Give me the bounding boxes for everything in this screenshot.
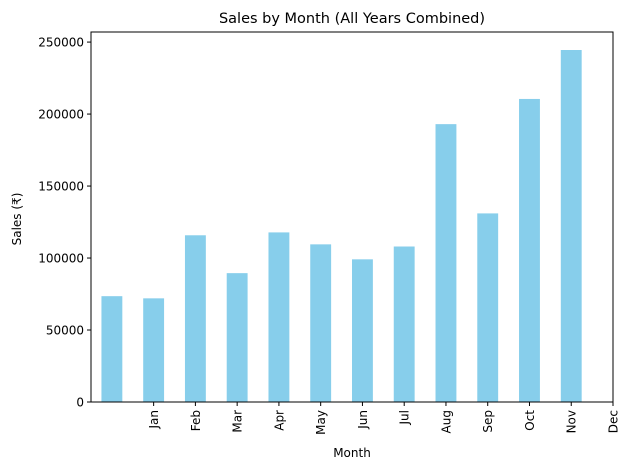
x-tick-label: Sep: [481, 410, 495, 433]
y-tick-label: 150000: [38, 180, 84, 194]
x-tick-label: May: [314, 410, 328, 435]
y-axis-label: Sales (₹): [10, 193, 24, 246]
y-tick-label: 100000: [38, 252, 84, 266]
bar-0: [101, 296, 123, 402]
x-ticks-group: Jan Feb Mar Apr May Jun Jul Aug Sep Oct Nov Dec: [147, 402, 621, 435]
y-tick-label: 250000: [38, 36, 84, 50]
x-tick-label: Apr: [272, 410, 286, 431]
bar-2: [184, 235, 206, 402]
bar-5: [310, 244, 332, 402]
bar-8: [435, 124, 457, 402]
chart-title: Sales by Month (All Years Combined): [219, 11, 485, 27]
x-tick-label: Nov: [565, 410, 579, 433]
bar-3: [226, 273, 248, 402]
y-tick-label: 50000: [46, 324, 84, 338]
bar-4: [268, 232, 290, 402]
x-tick-label: Jun: [356, 410, 370, 430]
y-tick-label: 200000: [38, 108, 84, 122]
x-tick-label: Jul: [398, 410, 412, 425]
bar-11: [560, 50, 582, 402]
x-tick-label: Feb: [189, 410, 203, 431]
y-ticks-group: 0 50000 100000 150000 200000 250000: [38, 36, 91, 410]
bars-group: [101, 50, 582, 402]
x-tick-label: Dec: [607, 410, 621, 433]
bar-7: [393, 246, 415, 402]
bar-9: [477, 213, 499, 402]
x-tick-label: Jan: [147, 410, 161, 430]
bar-1: [143, 298, 165, 402]
y-tick-label: 0: [76, 396, 84, 410]
bar-6: [352, 259, 373, 402]
x-axis-label: Month: [333, 446, 371, 460]
x-tick-label: Mar: [231, 410, 245, 433]
bar-10: [519, 98, 540, 402]
plot-frame: [90, 31, 614, 403]
x-tick-label: Aug: [439, 410, 453, 433]
x-tick-label: Oct: [523, 410, 537, 431]
